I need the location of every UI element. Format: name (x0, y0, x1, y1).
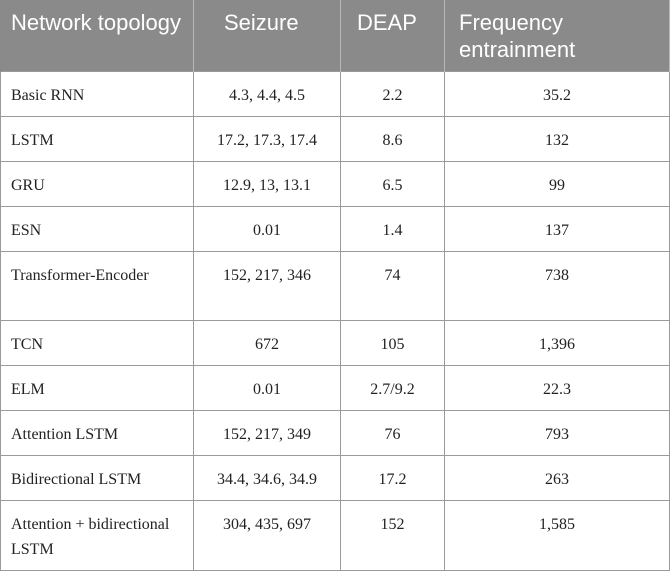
cell-frequency: 738 (444, 251, 670, 321)
cell-deap: 6.5 (340, 161, 445, 207)
cell-seizure: 17.2, 17.3, 17.4 (193, 116, 341, 162)
table-row: Attention LSTM 152, 217, 349 76 793 (0, 410, 670, 456)
cell-frequency: 137 (444, 206, 670, 252)
table-header: Network topology Seizure DEAP Frequency … (0, 0, 670, 72)
cell-deap: 2.7/9.2 (340, 365, 445, 411)
cell-deap: 74 (340, 251, 445, 321)
cell-topology: GRU (0, 161, 194, 207)
table-row: Basic RNN 4.3, 4.4, 4.5 2.2 35.2 (0, 71, 670, 117)
table-row: Attention + bidirectional LSTM 304, 435,… (0, 500, 670, 571)
cell-deap: 17.2 (340, 455, 445, 501)
cell-seizure: 672 (193, 320, 341, 366)
cell-topology: TCN (0, 320, 194, 366)
cell-topology: Attention + bidirectional LSTM (0, 500, 194, 571)
cell-topology: LSTM (0, 116, 194, 162)
cell-topology: Transformer-Encoder (0, 251, 194, 321)
cell-seizure: 0.01 (193, 206, 341, 252)
table-row: Bidirectional LSTM 34.4, 34.6, 34.9 17.2… (0, 455, 670, 501)
header-row: Network topology Seizure DEAP Frequency … (0, 0, 670, 72)
cell-seizure: 12.9, 13, 13.1 (193, 161, 341, 207)
cell-topology: Bidirectional LSTM (0, 455, 194, 501)
cell-deap: 105 (340, 320, 445, 366)
cell-seizure: 304, 435, 697 (193, 500, 341, 571)
cell-topology: Basic RNN (0, 71, 194, 117)
header-deap: DEAP (340, 0, 445, 72)
cell-deap: 2.2 (340, 71, 445, 117)
cell-topology: ESN (0, 206, 194, 252)
table-row: GRU 12.9, 13, 13.1 6.5 99 (0, 161, 670, 207)
cell-frequency: 793 (444, 410, 670, 456)
cell-seizure: 0.01 (193, 365, 341, 411)
cell-seizure: 152, 217, 346 (193, 251, 341, 321)
table-row: TCN 672 105 1,396 (0, 320, 670, 366)
table-row: Transformer-Encoder 152, 217, 346 74 738 (0, 251, 670, 321)
cell-frequency: 1,585 (444, 500, 670, 571)
cell-seizure: 34.4, 34.6, 34.9 (193, 455, 341, 501)
cell-deap: 1.4 (340, 206, 445, 252)
table-body: Basic RNN 4.3, 4.4, 4.5 2.2 35.2 LSTM 17… (0, 71, 670, 571)
cell-seizure: 4.3, 4.4, 4.5 (193, 71, 341, 117)
cell-frequency: 132 (444, 116, 670, 162)
cell-frequency: 99 (444, 161, 670, 207)
table-row: ESN 0.01 1.4 137 (0, 206, 670, 252)
cell-frequency: 263 (444, 455, 670, 501)
table-row: LSTM 17.2, 17.3, 17.4 8.6 132 (0, 116, 670, 162)
header-frequency-entrainment: Frequency entrainment (444, 0, 670, 72)
cell-frequency: 35.2 (444, 71, 670, 117)
header-network-topology: Network topology (0, 0, 194, 72)
cell-deap: 8.6 (340, 116, 445, 162)
header-seizure: Seizure (193, 0, 341, 72)
cell-deap: 152 (340, 500, 445, 571)
cell-frequency: 1,396 (444, 320, 670, 366)
cell-frequency: 22.3 (444, 365, 670, 411)
table-row: ELM 0.01 2.7/9.2 22.3 (0, 365, 670, 411)
cell-topology: ELM (0, 365, 194, 411)
cell-deap: 76 (340, 410, 445, 456)
cell-topology: Attention LSTM (0, 410, 194, 456)
cell-seizure: 152, 217, 349 (193, 410, 341, 456)
